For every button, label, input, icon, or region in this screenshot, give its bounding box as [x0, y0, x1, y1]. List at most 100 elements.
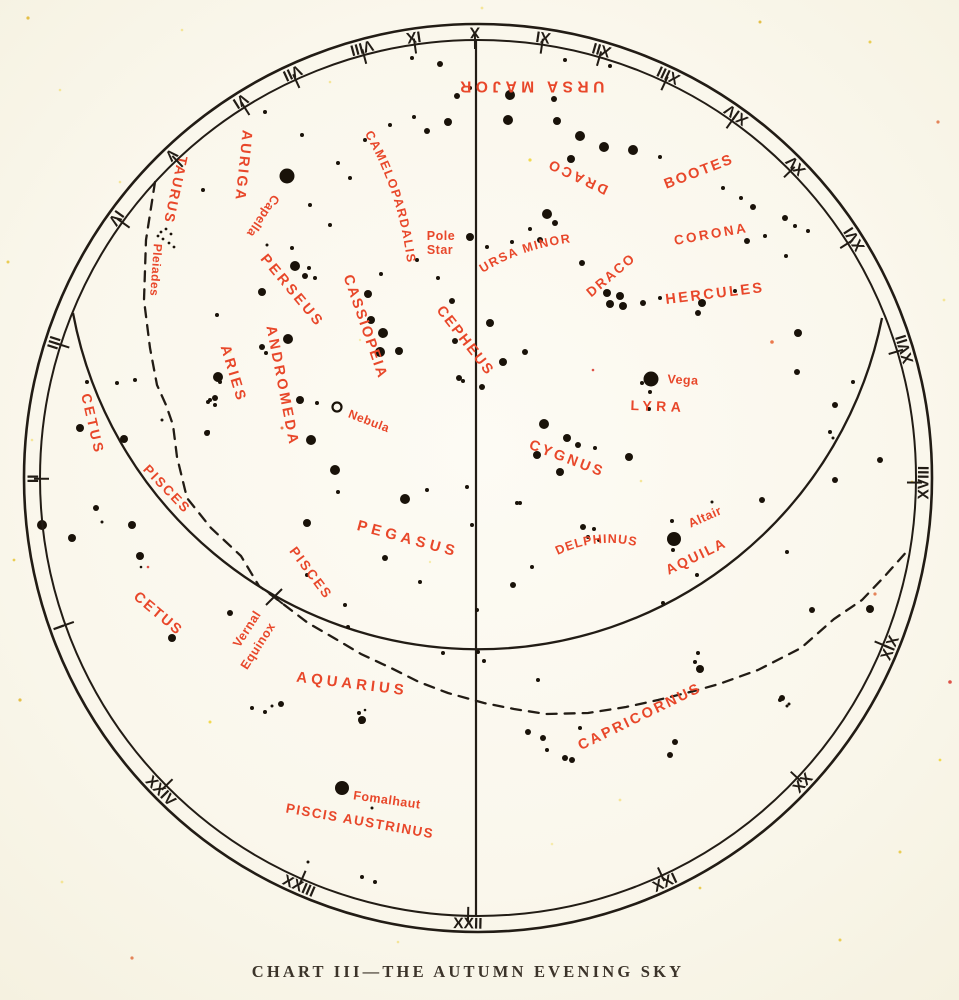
star-dot	[499, 358, 507, 366]
star-dot	[441, 651, 445, 655]
paper-speck	[328, 80, 332, 84]
constellation-label: DRACO	[583, 250, 638, 300]
star-dot	[670, 519, 674, 523]
constellation-label: HERCULES	[665, 280, 766, 308]
star-dot	[373, 880, 377, 884]
star-dot	[750, 204, 756, 210]
paper-speck	[936, 120, 940, 124]
star-dot	[168, 634, 176, 642]
rim-numeral: XVI	[841, 224, 869, 254]
star-dot	[343, 603, 347, 607]
star-dot	[569, 757, 575, 763]
star-dot	[763, 234, 767, 238]
star-dot	[93, 505, 99, 511]
rim-tick	[171, 155, 184, 168]
star-dot	[536, 678, 540, 682]
star-dot	[866, 605, 874, 613]
star-dot	[379, 272, 383, 276]
star-dot	[250, 706, 254, 710]
star-dot	[832, 402, 838, 408]
paper-speck	[480, 6, 484, 10]
star-dot	[263, 710, 267, 714]
constellation-label: DRACO	[544, 156, 611, 199]
rim-numeral: IV	[104, 207, 127, 229]
rim-tick	[361, 49, 368, 65]
rim-numeral: XXIV	[142, 773, 179, 811]
paper-speck	[938, 758, 942, 762]
rim-numeral: X	[469, 23, 480, 40]
star-dot	[68, 534, 76, 542]
star-dot	[658, 155, 662, 159]
star-dot	[784, 254, 788, 258]
rim-numeral: III	[43, 334, 63, 351]
constellation-label: CORONA	[673, 220, 749, 248]
star-dot	[603, 289, 611, 297]
paper-speck	[698, 886, 702, 890]
star-dot	[809, 607, 815, 613]
star-dot	[415, 258, 419, 262]
star-dot	[787, 702, 791, 706]
star-dot	[593, 446, 597, 450]
star-dot	[85, 380, 89, 384]
star-dot	[515, 501, 519, 505]
star-dot	[283, 334, 293, 344]
star-dot	[597, 538, 601, 542]
constellation-label: CASSIOPEIA	[340, 273, 391, 382]
star-dot	[785, 704, 789, 708]
star-dot	[479, 384, 485, 390]
star-dot	[313, 276, 317, 280]
constellation-label: CAMELOPARDALIS	[362, 128, 418, 264]
star-dot	[452, 338, 458, 344]
star-dot	[503, 115, 513, 125]
star-dot	[486, 319, 494, 327]
rim-numeral: XXI	[650, 870, 680, 896]
constellation-label: AQUARIUS	[295, 669, 408, 700]
star-dot	[552, 220, 558, 226]
star-dot	[759, 497, 765, 503]
star-dot	[412, 115, 416, 119]
star-dot	[693, 660, 697, 664]
star-dot	[606, 300, 614, 308]
rim-numeral: XIII	[654, 62, 682, 87]
star-dot	[522, 349, 528, 355]
constellation-label: CAPRICORNUS	[576, 680, 705, 754]
star-dot	[733, 289, 737, 293]
rim-numeral: VIII	[348, 36, 375, 58]
star-dot	[575, 131, 585, 141]
star-dot	[278, 701, 284, 707]
constellation-label: BOOTES	[662, 151, 736, 192]
rim-tick	[161, 778, 174, 791]
star-dot	[696, 651, 700, 655]
star-dot	[76, 424, 84, 432]
chart-caption: CHART III—THE AUTUMN EVENING SKY	[252, 962, 685, 981]
star-dot	[619, 302, 627, 310]
paper-speck	[12, 558, 16, 562]
star-dot	[418, 580, 422, 584]
star-dot	[579, 260, 585, 266]
star-dot	[307, 266, 311, 270]
ecliptic-line	[142, 180, 911, 716]
constellation-label: URSA MAJOR	[456, 78, 605, 95]
star-dot	[212, 395, 218, 401]
rim-tick	[240, 101, 251, 116]
star-dot	[671, 548, 675, 552]
star-dot	[744, 238, 750, 244]
star-dot	[640, 381, 644, 385]
star-dot	[658, 296, 662, 300]
star-dot	[793, 224, 797, 228]
paper-speck	[868, 40, 872, 44]
rim-numeral: XVIII	[915, 466, 932, 500]
star-dot	[785, 550, 789, 554]
paper-speck	[146, 565, 150, 569]
star-dot	[159, 230, 163, 234]
star-dot	[167, 241, 171, 245]
star-dot	[525, 729, 531, 735]
star-dot	[832, 477, 838, 483]
star-dot	[647, 407, 651, 411]
paper-speck	[280, 426, 284, 430]
star-dot	[739, 196, 743, 200]
star-dot	[510, 240, 514, 244]
